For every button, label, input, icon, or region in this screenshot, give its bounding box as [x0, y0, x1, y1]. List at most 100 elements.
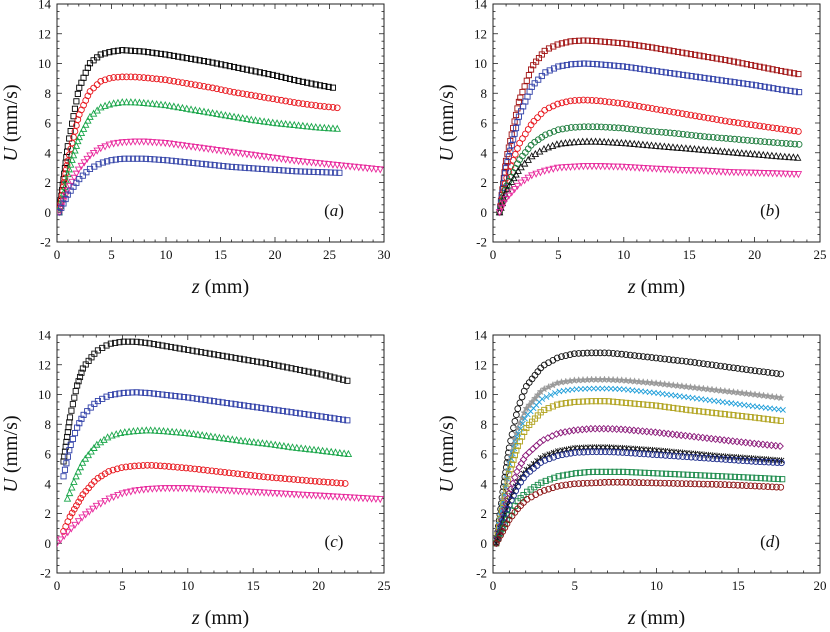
data-point: [514, 434, 520, 441]
data-point: [222, 62, 229, 69]
data-point: [641, 469, 648, 476]
data-point: [716, 147, 725, 155]
data-point: [571, 97, 579, 104]
data-point: [769, 66, 776, 73]
data-point: [205, 58, 212, 65]
data-point: [333, 493, 341, 501]
data-point: [591, 424, 600, 433]
data-point: [562, 481, 570, 489]
data-point: [243, 151, 251, 159]
data-point: [563, 450, 570, 458]
data-point: [70, 505, 78, 513]
data-point: [677, 382, 686, 390]
data-point: [551, 474, 558, 481]
data-point: [647, 378, 656, 387]
data-point: [542, 477, 549, 484]
data-point: [66, 183, 74, 191]
data-point: [558, 353, 565, 360]
data-point: [129, 427, 138, 435]
data-point: [233, 164, 240, 171]
data-point: [631, 400, 638, 407]
data-point: [554, 100, 561, 108]
data-point: [294, 121, 303, 129]
data-point: [320, 160, 329, 168]
data-point: [575, 163, 583, 171]
data-point: [215, 433, 224, 441]
data-point: [712, 481, 720, 488]
data-point: [228, 400, 235, 407]
data-point: [235, 64, 242, 71]
data-point: [678, 110, 686, 117]
data-point: [718, 134, 726, 142]
data-point: [506, 485, 515, 494]
data-point: [310, 445, 318, 453]
data-point: [133, 338, 140, 345]
data-point: [578, 137, 587, 145]
data-point: [730, 481, 737, 489]
data-point: [714, 76, 721, 83]
data-point: [549, 102, 557, 110]
data-point: [628, 125, 635, 133]
data-area: [493, 349, 786, 548]
data-point: [258, 359, 265, 366]
data-point: [167, 392, 175, 399]
y-tick-label: 6: [481, 116, 488, 131]
data-point: [577, 469, 584, 476]
data-point: [139, 462, 147, 469]
data-point: [123, 73, 130, 81]
data-point: [584, 398, 591, 405]
data-point: [77, 128, 86, 136]
data-point: [75, 132, 83, 141]
data-point: [580, 448, 588, 456]
data-point: [692, 454, 699, 461]
data-point: [759, 440, 767, 449]
data-point: [241, 164, 248, 171]
data-point: [268, 489, 277, 498]
x-axis-unit: (mm): [200, 276, 249, 298]
panel-label-close: ): [774, 201, 780, 220]
data-point: [639, 479, 647, 487]
data-point: [74, 137, 82, 145]
data-point: [777, 125, 785, 133]
x-tick-label: 10: [160, 247, 173, 262]
data-point: [198, 349, 205, 356]
data-point: [582, 425, 591, 433]
x-tick-label: 30: [378, 247, 391, 262]
data-point: [262, 439, 271, 447]
data-point: [277, 119, 286, 127]
x-axis-variable: z: [191, 607, 200, 629]
data-point: [734, 169, 742, 177]
y-tick-label: 2: [45, 175, 52, 190]
data-point: [108, 431, 116, 439]
data-point: [316, 82, 324, 89]
data-point: [354, 494, 363, 502]
data-point: [753, 82, 760, 89]
data-point: [221, 148, 230, 156]
data-point: [230, 112, 238, 120]
data-point: [263, 166, 270, 173]
data-point: [264, 473, 272, 481]
data-point: [125, 427, 133, 435]
series-red-circles: [496, 96, 802, 216]
data-point: [623, 449, 631, 457]
data-point: [191, 106, 200, 114]
data-point: [593, 38, 600, 45]
data-point: [189, 395, 196, 402]
data-point: [66, 135, 73, 142]
data-point: [695, 480, 703, 488]
data-point: [168, 157, 175, 164]
data-point: [511, 150, 519, 158]
data-point: [691, 167, 699, 175]
data-point: [297, 444, 305, 452]
data-point: [64, 453, 71, 460]
data-point: [615, 124, 622, 132]
data-point: [544, 143, 553, 151]
data-point: [606, 39, 613, 46]
data-point: [736, 474, 743, 481]
data-point: [174, 141, 182, 149]
data-point: [512, 170, 520, 178]
data-point: [79, 172, 86, 179]
data-point: [546, 67, 553, 74]
data-point: [81, 511, 90, 519]
y-axis-variable: U: [436, 477, 458, 493]
